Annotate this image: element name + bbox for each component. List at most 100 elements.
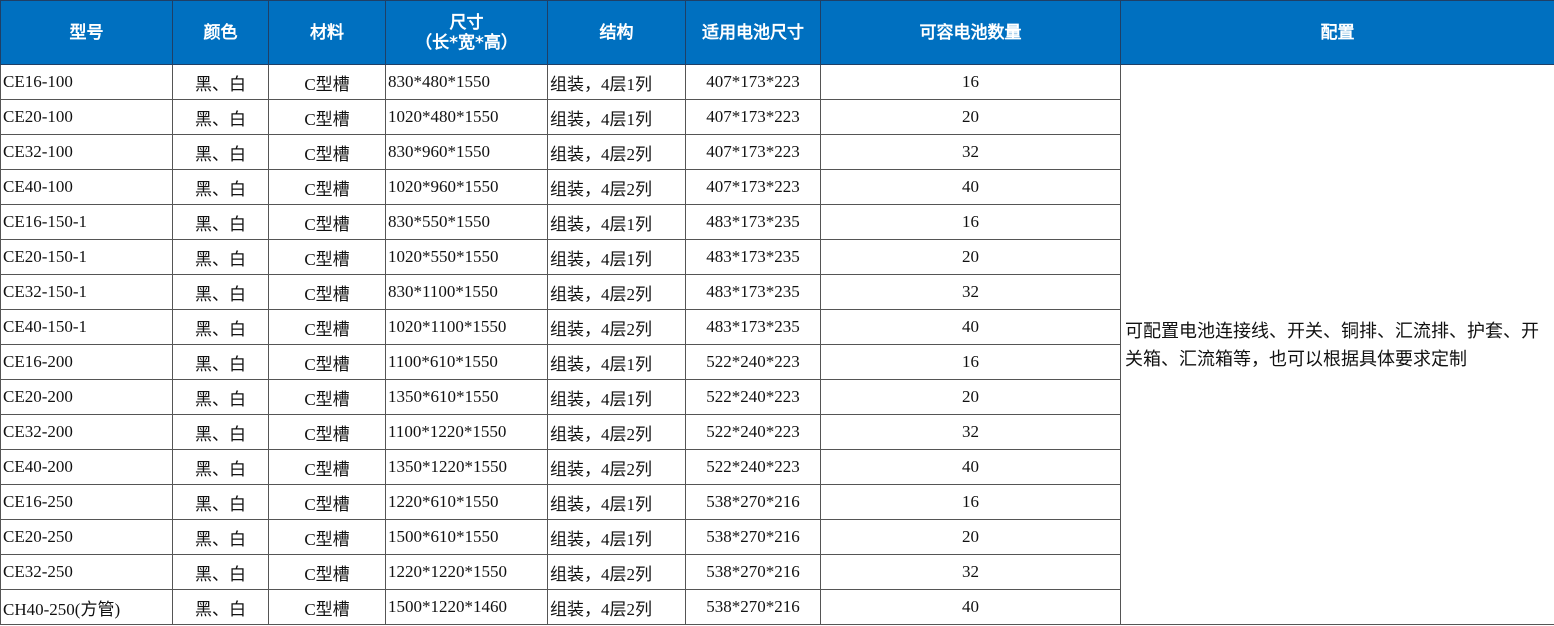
cell-size: 1020*550*1550 xyxy=(385,239,548,275)
cell-material: C型槽 xyxy=(268,484,386,520)
cell-battery-size: 538*270*216 xyxy=(685,554,821,590)
cell-battery-count: 16 xyxy=(820,484,1121,520)
cell-color: 黑、白 xyxy=(172,519,269,555)
cell-size: 830*960*1550 xyxy=(385,134,548,170)
cell-material: C型槽 xyxy=(268,589,386,625)
cell-structure: 组装，4层2列 xyxy=(547,134,686,170)
cell-battery-count: 32 xyxy=(820,554,1121,590)
cell-color: 黑、白 xyxy=(172,414,269,450)
header-battery-count: 可容电池数量 xyxy=(820,0,1121,65)
cell-battery-count: 32 xyxy=(820,134,1121,170)
cell-size: 830*550*1550 xyxy=(385,204,548,240)
table-row: CE16-100 黑、白 C型槽 830*480*1550 组装，4层1列 407*173… xyxy=(0,64,1554,625)
cell-structure: 组装，4层1列 xyxy=(547,344,686,380)
cell-size: 1350*610*1550 xyxy=(385,379,548,415)
table-row: CE32-200 黑、白 C型槽 1100*1220*1550 组装，4层2列 522*2… xyxy=(0,414,1554,450)
header-model: 型号 xyxy=(0,0,173,65)
table-row: CE40-200 黑、白 C型槽 1350*1220*1550 组装，4层2列 522*2… xyxy=(0,449,1554,485)
cell-size: 1220*610*1550 xyxy=(385,484,548,520)
table-row: CE16-250 黑、白 C型槽 1220*610*1550 组装，4层1列 538*27… xyxy=(0,484,1554,520)
cell-material: C型槽 xyxy=(268,449,386,485)
cell-battery-count: 40 xyxy=(820,169,1121,205)
cell-material: C型槽 xyxy=(268,414,386,450)
cell-battery-count: 16 xyxy=(820,64,1121,100)
cell-structure: 组装，4层1列 xyxy=(547,204,686,240)
cell-size: 1020*1100*1550 xyxy=(385,309,548,345)
cell-color: 黑、白 xyxy=(172,309,269,345)
cell-battery-count: 40 xyxy=(820,589,1121,625)
cell-battery-size: 407*173*223 xyxy=(685,99,821,135)
cell-structure: 组装，4层1列 xyxy=(547,239,686,275)
cell-material: C型槽 xyxy=(268,309,386,345)
cell-structure: 组装，4层2列 xyxy=(547,274,686,310)
cell-battery-count: 16 xyxy=(820,204,1121,240)
cell-battery-count: 40 xyxy=(820,309,1121,345)
cell-size: 1220*1220*1550 xyxy=(385,554,548,590)
header-config: 配置 xyxy=(1120,0,1554,65)
cell-battery-size: 483*173*235 xyxy=(685,204,821,240)
cell-color: 黑、白 xyxy=(172,169,269,205)
cell-model: CE32-200 xyxy=(0,414,173,450)
cell-battery-size: 538*270*216 xyxy=(685,589,821,625)
cell-structure: 组装，4层1列 xyxy=(547,64,686,100)
table-row: CE40-150-1 黑、白 C型槽 1020*1100*1550 组装，4层2列 483… xyxy=(0,309,1554,345)
cell-structure: 组装，4层2列 xyxy=(547,169,686,205)
cell-material: C型槽 xyxy=(268,274,386,310)
cell-battery-size: 538*270*216 xyxy=(685,484,821,520)
table-row: CE32-100 黑、白 C型槽 830*960*1550 组装，4层2列 407*173… xyxy=(0,134,1554,170)
cell-material: C型槽 xyxy=(268,169,386,205)
cell-config: 可配置电池连接线、开关、铜排、汇流排、护套、开关箱、汇流箱等，也可以根据具体要求… xyxy=(1120,64,1554,625)
cell-battery-count: 16 xyxy=(820,344,1121,380)
cell-model: CE32-250 xyxy=(0,554,173,590)
cell-battery-size: 407*173*223 xyxy=(685,64,821,100)
table-row: CE20-250 黑、白 C型槽 1500*610*1550 组装，4层1列 538*27… xyxy=(0,519,1554,555)
cell-size: 1100*1220*1550 xyxy=(385,414,548,450)
cell-battery-count: 40 xyxy=(820,449,1121,485)
header-size: 尺寸 （长*宽*高） xyxy=(385,0,548,65)
cell-structure: 组装，4层2列 xyxy=(547,449,686,485)
cell-material: C型槽 xyxy=(268,554,386,590)
cell-color: 黑、白 xyxy=(172,379,269,415)
cell-structure: 组装，4层2列 xyxy=(547,309,686,345)
cell-structure: 组装，4层1列 xyxy=(547,484,686,520)
cell-size: 830*480*1550 xyxy=(385,64,548,100)
cell-model: CE16-200 xyxy=(0,344,173,380)
cell-model: CE40-200 xyxy=(0,449,173,485)
cell-battery-size: 483*173*235 xyxy=(685,274,821,310)
cell-material: C型槽 xyxy=(268,519,386,555)
cell-structure: 组装，4层1列 xyxy=(547,379,686,415)
cell-model: CE16-150-1 xyxy=(0,204,173,240)
cell-color: 黑、白 xyxy=(172,344,269,380)
table-row: CE32-150-1 黑、白 C型槽 830*1100*1550 组装，4层2列 483*… xyxy=(0,274,1554,310)
cell-model: CE20-150-1 xyxy=(0,239,173,275)
header-material: 材料 xyxy=(268,0,386,65)
cell-color: 黑、白 xyxy=(172,134,269,170)
cell-structure: 组装，4层2列 xyxy=(547,589,686,625)
cell-battery-count: 20 xyxy=(820,99,1121,135)
cell-material: C型槽 xyxy=(268,64,386,100)
cell-size: 1350*1220*1550 xyxy=(385,449,548,485)
table-row: CE20-100 黑、白 C型槽 1020*480*1550 组装，4层1列 407*17… xyxy=(0,99,1554,135)
cell-size: 1020*960*1550 xyxy=(385,169,548,205)
cell-model: CE16-250 xyxy=(0,484,173,520)
cell-structure: 组装，4层1列 xyxy=(547,519,686,555)
cell-battery-count: 20 xyxy=(820,379,1121,415)
table-row: CH40-250(方管) 黑、白 C型槽 1500*1220*1460 组装，4层2列 5… xyxy=(0,589,1554,625)
cell-battery-count: 20 xyxy=(820,519,1121,555)
cell-color: 黑、白 xyxy=(172,274,269,310)
cell-model: CE32-150-1 xyxy=(0,274,173,310)
cell-structure: 组装，4层1列 xyxy=(547,99,686,135)
cell-battery-size: 407*173*223 xyxy=(685,134,821,170)
cell-battery-count: 32 xyxy=(820,414,1121,450)
cell-size: 1500*610*1550 xyxy=(385,519,548,555)
table-row: CE16-200 黑、白 C型槽 1100*610*1550 组装，4层1列 522*24… xyxy=(0,344,1554,380)
header-row: 型号 颜色 材料 尺寸 （长*宽*高） 结构 适用电池尺寸 可容电池数量 配置 xyxy=(0,0,1554,65)
header-size-sub: （长*宽*高） xyxy=(415,32,518,53)
cell-battery-size: 522*240*223 xyxy=(685,379,821,415)
cell-model: CE40-150-1 xyxy=(0,309,173,345)
cell-color: 黑、白 xyxy=(172,64,269,100)
cell-battery-count: 32 xyxy=(820,274,1121,310)
cell-structure: 组装，4层2列 xyxy=(547,414,686,450)
cell-material: C型槽 xyxy=(268,99,386,135)
